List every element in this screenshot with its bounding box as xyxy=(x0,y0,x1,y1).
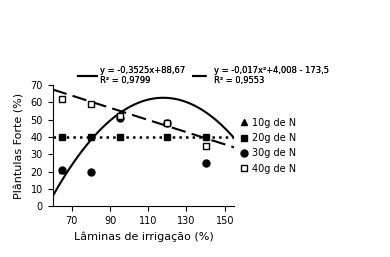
Legend: y = -0,3525x+88,67
R² = 0,9799, y = -0,017x²+4,008 - 173,5
R² = 0,9553: y = -0,3525x+88,67 R² = 0,9799, y = -0,0… xyxy=(75,63,332,89)
Y-axis label: Plântulas Forte (%): Plântulas Forte (%) xyxy=(15,93,25,199)
X-axis label: Lâminas de irrigação (%): Lâminas de irrigação (%) xyxy=(74,232,213,242)
